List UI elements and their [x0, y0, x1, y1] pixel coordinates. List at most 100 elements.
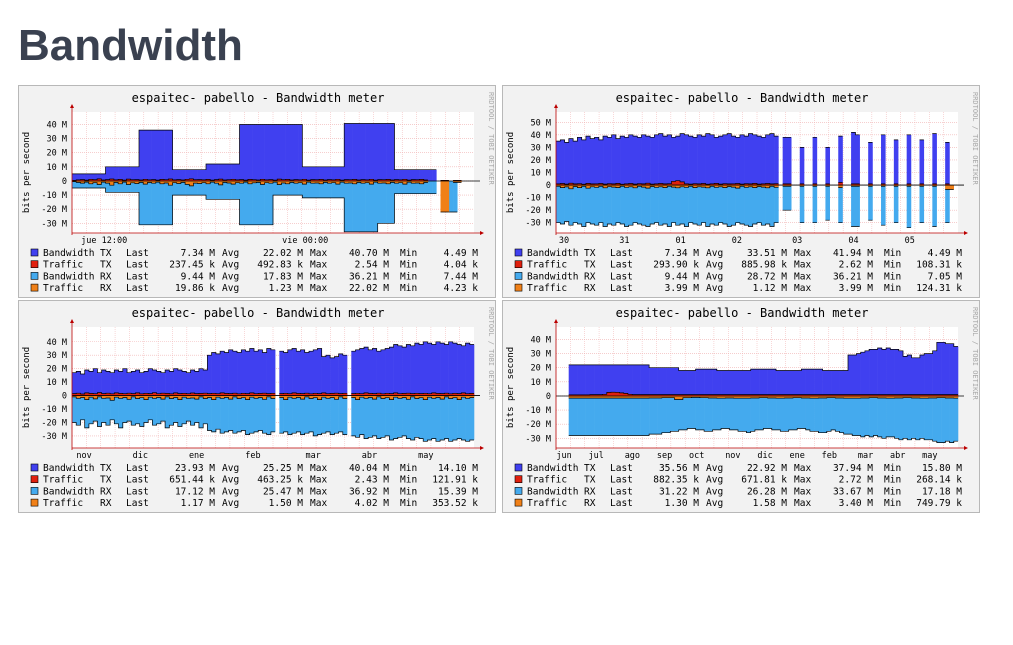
series-bar: [868, 185, 873, 221]
series-bar: [881, 394, 887, 396]
series-bar: [258, 349, 263, 396]
series-bar: [252, 180, 257, 225]
series-bar: [932, 185, 937, 227]
series-bar: [268, 180, 274, 225]
series-bar: [231, 179, 236, 181]
series-bar: [941, 342, 946, 396]
series-bar: [122, 180, 127, 193]
legend-min-value: 4.23 k: [444, 283, 479, 294]
y-tick-label: -10 M: [41, 191, 67, 201]
series-bar: [296, 393, 301, 396]
series-bar: [80, 179, 85, 181]
legend-min-value: 108.31 k: [916, 260, 962, 271]
series-bar: [602, 395, 608, 436]
series-bar: [352, 180, 358, 232]
series-bar: [742, 395, 747, 399]
series-bar: [118, 166, 123, 181]
y-tick-label: 20 M: [47, 365, 67, 375]
series-bar: [381, 179, 387, 181]
series-bar: [143, 395, 149, 400]
series-bar: [581, 185, 587, 187]
series-bar: [84, 370, 90, 396]
series-bar: [203, 395, 208, 424]
series-bar: [607, 183, 612, 186]
series-bar: [928, 395, 933, 440]
series-bar: [418, 395, 424, 439]
series-bar: [688, 136, 694, 186]
series-bar: [906, 134, 912, 186]
series-bar: [704, 394, 709, 396]
series-bar: [323, 180, 328, 198]
series-bar: [771, 369, 777, 396]
series-bar: [733, 395, 739, 399]
x-tick-label: mar: [306, 451, 321, 461]
series-bar: [313, 395, 318, 436]
series-bar: [319, 180, 324, 198]
series-bar: [185, 169, 190, 181]
series-bar: [372, 395, 377, 436]
legend-max-value: 2.72 M: [839, 475, 874, 486]
series-bar: [788, 395, 794, 398]
legend-min-value: 124.31 k: [916, 283, 962, 294]
series-bar: [118, 180, 123, 184]
series-bar: [231, 180, 236, 200]
series-bar: [186, 395, 191, 422]
series-bar: [385, 348, 390, 396]
bandwidth-graph-svg: espaitec- pabello - Bandwidth meter RRDTO…: [506, 306, 979, 509]
series-bar: [602, 395, 608, 399]
series-bar: [427, 395, 432, 440]
series-bar: [822, 394, 828, 396]
series-bar: [725, 394, 730, 396]
series-bar: [113, 180, 119, 183]
legend-avg-label: Avg: [222, 486, 239, 497]
series-bar: [389, 347, 394, 396]
legend-avg-label: Avg: [706, 475, 723, 486]
series-bar: [765, 134, 771, 186]
series-bar: [453, 180, 458, 183]
series-bar: [682, 395, 688, 398]
series-bar: [92, 179, 98, 181]
series-bar: [300, 393, 306, 396]
series-bar: [932, 395, 938, 398]
series-bar: [423, 341, 428, 396]
series-bar: [114, 395, 119, 398]
series-bar: [235, 180, 240, 183]
series-bar: [334, 395, 339, 400]
series-bar: [298, 179, 303, 181]
y-tick-label: 10 M: [531, 378, 551, 388]
series-bar: [716, 395, 722, 430]
legend-direction: TX: [100, 463, 112, 474]
legend-avg-value: 1.50 M: [269, 498, 304, 509]
legend-max-label: Max: [310, 475, 327, 486]
series-bar: [680, 185, 685, 187]
series-bar: [675, 180, 681, 186]
legend-last-value: 237.45 k: [169, 260, 215, 271]
legend-min-label: Min: [400, 486, 417, 497]
series-bar: [325, 395, 331, 399]
series-bar: [650, 137, 655, 186]
series-bar: [907, 394, 912, 396]
series-bar: [767, 369, 773, 396]
series-bar: [835, 395, 840, 432]
series-bar: [134, 180, 140, 184]
series-bar: [193, 169, 198, 181]
series-bar: [160, 395, 166, 422]
series-bar: [812, 185, 818, 187]
series-bar: [139, 130, 144, 181]
series-bar: [176, 169, 182, 181]
series-bar: [210, 180, 215, 183]
series-bar: [281, 180, 286, 196]
series-bar: [881, 183, 886, 186]
series-bar: [692, 137, 698, 186]
series-bandwidth-tx: [72, 123, 437, 181]
series-bar: [662, 185, 668, 224]
series-bar: [122, 395, 128, 423]
series-bar: [893, 183, 899, 186]
series-bar: [636, 364, 641, 396]
series-bar: [684, 134, 689, 186]
series-bar: [568, 185, 574, 226]
series-bar: [788, 370, 794, 396]
series-bar: [763, 394, 768, 396]
series-bar: [423, 395, 428, 400]
series-bar: [898, 350, 904, 396]
